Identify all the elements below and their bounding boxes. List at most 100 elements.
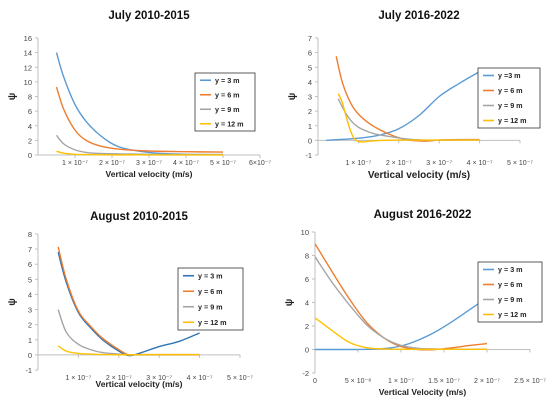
chart-title: August 2010-2015: [90, 211, 188, 223]
series-line-4: [314, 317, 487, 351]
series-line-4: [57, 345, 200, 356]
x-tick-label: 2 × 10⁻⁷: [474, 378, 500, 385]
y-tick-label: 8: [28, 230, 32, 239]
chart-title: August 2016-2022: [374, 209, 472, 221]
legend-label: y = 6 m: [198, 287, 223, 296]
y-tick-label: 16: [24, 34, 32, 43]
y-tick-label: 3: [308, 93, 312, 102]
y-tick-label: 3: [28, 306, 32, 315]
x-tick-label: 5 × 10⁻⁸: [345, 378, 371, 385]
x-tick-label: 3 × 10⁻⁷: [136, 160, 162, 167]
y-tick-label: 14: [24, 49, 32, 58]
chart-title: July 2016-2022: [378, 10, 459, 22]
y-tick-label: 6: [308, 49, 312, 58]
x-tick-label: 4 × 10⁻⁷: [173, 160, 199, 167]
series-line-1: [326, 70, 480, 142]
x-tick-label: 1 × 10⁻⁷: [388, 378, 414, 385]
legend-label: y = 6 m: [498, 86, 523, 95]
y-tick-label: 10: [24, 78, 32, 87]
x-tick-label: 3 × 10⁻⁷: [426, 160, 452, 167]
y-tick-label: 8: [305, 252, 309, 261]
y-tick-label: 4: [28, 290, 32, 299]
y-tick-label: 12: [24, 63, 32, 72]
chart-panel-2: July 2016-2022 -1 0 1 2 3 4 5 6 7 1 × 10⁻⁷ 2 × 10⁻⁷…: [287, 10, 541, 181]
legend-label: y = 6 m: [498, 280, 523, 289]
legend-label: y = 12 m: [198, 318, 227, 327]
x-tick-label: 5 × 10⁻⁷: [227, 375, 253, 382]
y-tick-label: 6: [305, 275, 309, 284]
legend-label: y = 12 m: [498, 310, 527, 319]
y-tick-label: 7: [308, 34, 312, 43]
legend: y =3 m y = 6 m y = 9 m y = 12 m: [477, 67, 541, 129]
x-tick-label: 2 × 10⁻⁷: [386, 160, 412, 167]
series-line-4: [337, 93, 480, 143]
y-tick-label: -2: [302, 369, 309, 378]
legend-label: y = 12 m: [498, 116, 527, 125]
legend-label: y =3 m: [498, 71, 521, 80]
legend-label: y = 9 m: [498, 101, 523, 110]
legend-label: y = 3 m: [498, 265, 523, 274]
legend: y = 3 m y = 6 m y = 9 m y = 12 m: [194, 72, 256, 132]
y-axis-label: ψ: [287, 93, 298, 101]
x-tick-label: 6×10⁻⁷: [249, 160, 271, 167]
y-tick-label: 2: [28, 136, 32, 145]
y-tick-label: 5: [308, 63, 312, 72]
x-tick-label: 1 × 10⁻⁷: [65, 375, 91, 382]
legend-box: [477, 261, 543, 323]
y-tick-label: 2: [308, 107, 312, 116]
x-axis-label: Vertical velocity (m/s): [368, 170, 470, 181]
y-tick-label: 7: [28, 245, 32, 254]
y-tick-label: 2: [28, 321, 32, 330]
y-tick-label: 4: [305, 299, 309, 308]
y-tick-label: -1: [25, 366, 32, 375]
legend-label: y = 9 m: [498, 295, 523, 304]
x-tick-label: 4 × 10⁻⁷: [187, 375, 213, 382]
y-tick-label: 0: [305, 346, 309, 355]
x-tick-label: 0: [313, 378, 317, 385]
legend-label: y = 3 m: [198, 271, 223, 280]
y-tick-label: 4: [308, 78, 312, 87]
y-tick-label: 0: [28, 351, 32, 360]
series-line-2: [314, 243, 488, 351]
x-tick-label: 4 × 10⁻⁷: [467, 160, 493, 167]
x-tick-label: 2 × 10⁻⁷: [106, 375, 132, 382]
y-tick-label: 6: [28, 107, 32, 116]
chart-panel-4: August 2016-2022 -2 0 2 4 6 8 10 0 5 × 10⁻⁸ 1 × 10…: [284, 209, 546, 397]
x-tick-label: 5 × 10⁻⁷: [507, 160, 533, 167]
x-tick-label: 2.5 × 10⁻⁷: [514, 378, 546, 385]
y-axis-label: ψ: [7, 298, 18, 306]
legend-box: [477, 67, 541, 129]
series-line-4: [56, 150, 223, 156]
y-tick-label: 4: [28, 122, 32, 131]
x-axis-label: Vertical velocity (m/s): [96, 379, 183, 389]
x-tick-label: 3 × 10⁻⁷: [146, 375, 172, 382]
x-axis-label: Vertical velocity (m/s): [106, 169, 193, 179]
legend-label: y = 9 m: [198, 302, 223, 311]
y-axis-label: ψ: [7, 93, 18, 101]
series-line-2: [55, 86, 224, 153]
y-tick-label: 0: [308, 136, 312, 145]
y-tick-label: 0: [28, 151, 32, 160]
y-tick-label: -1: [305, 151, 312, 160]
y-axis-label: ψ: [284, 299, 295, 307]
y-tick-label: 8: [28, 93, 32, 102]
x-axis-label: Vertical Velocity (m/s): [379, 387, 467, 397]
x-tick-label: 1 × 10⁻⁷: [345, 160, 371, 167]
legend: y = 3 m y = 6 m y = 9 m y = 12 m: [177, 267, 244, 331]
y-tick-label: 6: [28, 260, 32, 269]
chart-panel-1: July 2010-2015 0 2 4 6 8 10 12 14 16 1 × 10⁻⁷ 2 × 1…: [7, 10, 271, 179]
y-tick-label: 1: [28, 336, 32, 345]
x-tick-label: 2 × 10⁻⁷: [99, 160, 125, 167]
x-tick-label: 1 × 10⁻⁷: [62, 160, 88, 167]
x-tick-label: 5 × 10⁻⁷: [210, 160, 236, 167]
y-tick-label: 2: [305, 322, 309, 331]
legend-label: y = 9 m: [215, 105, 240, 114]
legend-box: [194, 72, 256, 132]
chart-title: July 2010-2015: [108, 10, 190, 22]
legend-label: y = 3 m: [215, 76, 240, 85]
legend-label: y = 6 m: [215, 90, 240, 99]
legend-label: y = 12 m: [215, 119, 244, 128]
x-tick-label: 1.5 × 10⁻⁷: [428, 378, 460, 385]
legend: y = 3 m y = 6 m y = 9 m y = 12 m: [477, 261, 543, 323]
